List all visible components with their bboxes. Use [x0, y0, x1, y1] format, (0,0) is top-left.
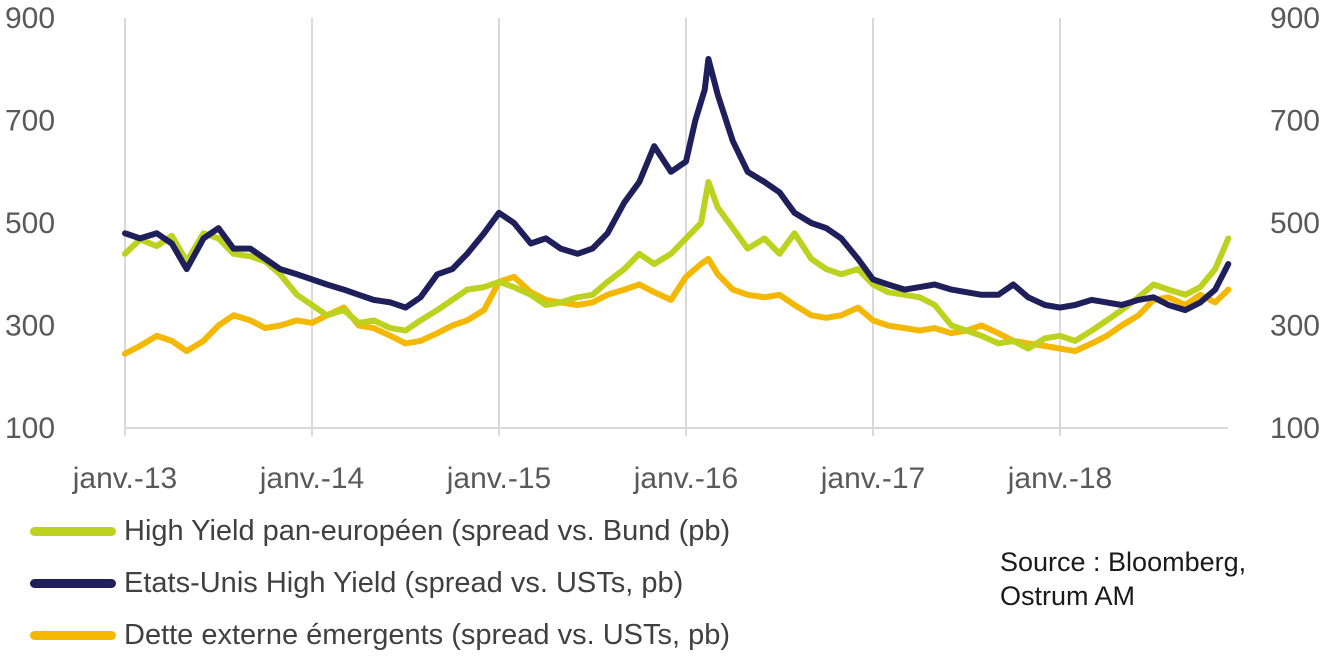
legend-swatch-high-yield-europe: [30, 526, 116, 536]
right-tick-300: 300: [1270, 310, 1320, 343]
right-tick-500: 500: [1270, 207, 1320, 240]
left-tick-300: 300: [5, 310, 55, 343]
legend-swatch-emerging-debt: [30, 630, 116, 640]
legend: High Yield pan-européen (spread vs. Bund…: [30, 505, 730, 661]
left-y-axis-ticks: 100 300 500 700 900: [5, 2, 55, 445]
left-tick-500: 500: [5, 207, 55, 240]
legend-label-emerging-debt: Dette externe émergents (spread vs. USTs…: [124, 618, 731, 651]
x-axis-ticks: janv.-13 janv.-14 janv.-15 janv.-16 janv.-17…: [72, 462, 1113, 495]
x-tick-label-0: janv.-13: [72, 462, 178, 495]
x-axis-baseline: [124, 427, 1228, 436]
series-line-emerging-debt: [122, 255, 1232, 357]
x-tick-label-4: janv.-17: [820, 462, 926, 495]
x-tick-label-5: janv.-18: [1007, 462, 1113, 495]
legend-label-us-high-yield: Etats-Unis High Yield (spread vs. USTs, …: [124, 566, 684, 599]
legend-label-high-yield-europe: High Yield pan-européen (spread vs. Bund…: [124, 514, 731, 547]
x-tick-label-3: janv.-16: [633, 462, 739, 495]
x-tick-label-2: janv.-15: [446, 462, 552, 495]
left-tick-700: 700: [5, 105, 55, 138]
spread-line-chart: 100 300 500 700 900 100 300 500 700 900 janv.-13…: [5, 2, 1320, 495]
series-line-us-high-yield: [122, 56, 1232, 314]
right-tick-100: 100: [1270, 412, 1320, 445]
x-tick-label-1: janv.-14: [259, 462, 365, 495]
left-tick-100: 100: [5, 412, 55, 445]
legend-item-high-yield-europe: High Yield pan-européen (spread vs. Bund…: [30, 505, 730, 557]
legend-item-emerging-debt: Dette externe émergents (spread vs. USTs…: [30, 609, 730, 661]
legend-swatch-us-high-yield: [30, 578, 116, 588]
source-note: Source : Bloomberg, Ostrum AM: [1000, 547, 1247, 611]
legend-item-us-high-yield: Etats-Unis High Yield (spread vs. USTs, …: [30, 557, 730, 609]
series-line-high-yield-europe: [122, 179, 1232, 352]
right-tick-900: 900: [1270, 2, 1320, 35]
right-tick-700: 700: [1270, 105, 1320, 138]
series-lines: [122, 56, 1232, 357]
vertical-gridlines: [124, 18, 1061, 428]
right-y-axis-ticks: 100 300 500 700 900: [1270, 2, 1320, 445]
left-tick-900: 900: [5, 2, 55, 35]
